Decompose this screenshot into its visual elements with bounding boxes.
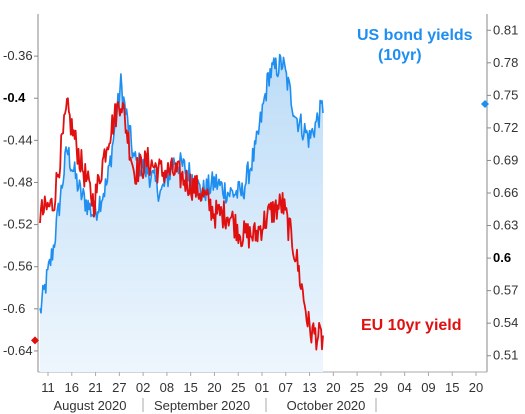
left-tick-label: -0.36	[3, 48, 33, 63]
month-label: October 2020	[287, 398, 366, 413]
right-tick-label: 0.69	[493, 152, 518, 167]
us-yield-area	[40, 54, 323, 372]
month-label: September 2020	[154, 398, 250, 413]
left-tick-label: -0.56	[3, 259, 33, 274]
left-tick-label: -0.64	[3, 343, 33, 358]
right-axis-ticks: 0.81 0.78 0.75 0.72 0.69 0.66 0.63 0.6 0.57 0.54 0…	[487, 22, 518, 363]
right-tick-label: 0.75	[493, 87, 518, 102]
left-tick-label: -0.6	[3, 301, 25, 316]
left-tick-label: -0.48	[3, 174, 33, 189]
x-tick-label: 09	[421, 380, 435, 395]
right-tick-label: 0.63	[493, 218, 518, 233]
x-tick-label: 20	[326, 380, 340, 395]
us-last-value-marker	[481, 100, 489, 109]
month-labels: August 2020 September 2020 October 2020	[53, 398, 377, 413]
right-tick-label: 0.54	[493, 315, 518, 330]
x-axis-ticks: 11 16 21 27 02 08 15 20 25 01 07 13 20 25 29 04 09 15 20	[41, 372, 483, 395]
x-tick-label: 04	[397, 380, 411, 395]
left-tick-label: -0.4	[3, 90, 26, 105]
eu-last-value-marker	[31, 336, 39, 345]
x-tick-label: 29	[374, 380, 388, 395]
us-yield-line	[39, 53, 324, 314]
x-tick-label: 25	[231, 380, 245, 395]
x-tick-label: 15	[183, 380, 197, 395]
eu-series-label: EU 10yr yield	[361, 317, 462, 334]
x-tick-label: 08	[160, 380, 174, 395]
x-tick-label: 21	[88, 380, 102, 395]
x-tick-label: 01	[255, 380, 269, 395]
right-tick-label: 0.51	[493, 348, 518, 363]
x-tick-label: 02	[136, 380, 150, 395]
eu-yield-line	[39, 97, 324, 351]
x-tick-label: 15	[445, 380, 459, 395]
left-tick-label: -0.52	[3, 217, 33, 232]
x-tick-label: 20	[469, 380, 483, 395]
x-tick-label: 11	[41, 380, 55, 395]
x-tick-label: 27	[112, 380, 126, 395]
month-label: August 2020	[53, 398, 126, 413]
left-tick-label: -0.44	[3, 132, 33, 147]
right-tick-label: 0.78	[493, 55, 518, 70]
right-tick-label: 0.57	[493, 283, 518, 298]
x-tick-label: 20	[207, 380, 221, 395]
right-tick-label: 0.81	[493, 22, 518, 37]
us-series-label-sub: (10yr)	[378, 47, 422, 64]
x-tick-label: 25	[350, 380, 364, 395]
x-tick-label: 16	[65, 380, 79, 395]
right-tick-label: 0.72	[493, 120, 518, 135]
x-tick-label: 07	[279, 380, 293, 395]
x-tick-label: 13	[302, 380, 316, 395]
right-tick-label: 0.6	[493, 250, 511, 265]
left-axis-ticks: -0.36 -0.4 -0.44 -0.48 -0.52 -0.56 -0.6 -0.64	[3, 48, 38, 358]
right-tick-label: 0.66	[493, 185, 518, 200]
us-series-label: US bond yields	[357, 27, 473, 44]
